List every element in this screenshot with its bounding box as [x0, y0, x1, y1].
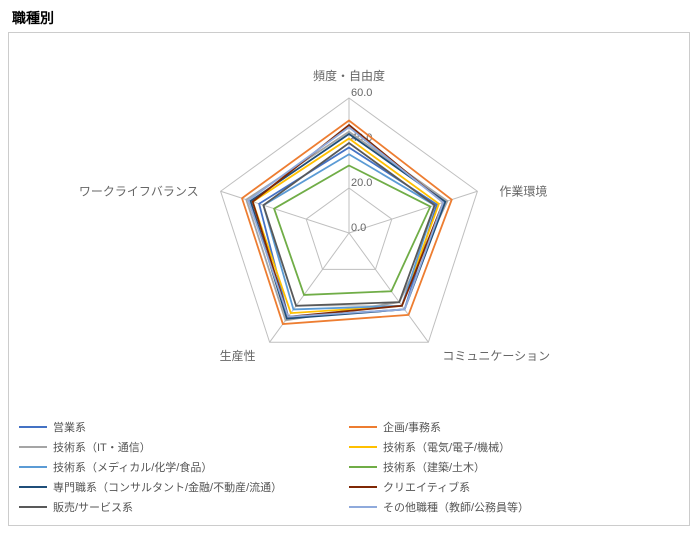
legend-label: 技術系（電気/電子/機械） [383, 439, 510, 455]
legend-item: 技術系（建築/土木） [349, 457, 679, 477]
ring-label: 0.0 [351, 222, 366, 234]
axis-label: コミュニケーション [442, 349, 550, 363]
axis-label: 作業環境 [499, 183, 547, 198]
legend-item: 技術系（メディカル/化学/食品） [19, 457, 349, 477]
radar-chart: 0.020.040.060.0頻度・自由度作業環境コミュニケーション生産性ワーク… [9, 33, 689, 413]
legend-item: 技術系（IT・通信） [19, 437, 349, 457]
legend-label: クリエイティブ系 [383, 479, 470, 495]
legend-item: 技術系（電気/電子/機械） [349, 437, 679, 457]
legend-label: 営業系 [53, 419, 86, 435]
legend-swatch [19, 466, 47, 468]
legend-item: クリエイティブ系 [349, 477, 679, 497]
legend-label: 技術系（IT・通信） [53, 439, 151, 455]
legend-swatch [19, 426, 47, 428]
legend-label: 企画/事務系 [383, 419, 441, 435]
legend-swatch [349, 426, 377, 428]
legend-item: 営業系 [19, 417, 349, 437]
legend-item: 販売/サービス系 [19, 497, 349, 517]
axis-label: ワークライフバランス [79, 184, 199, 198]
legend-item: 企画/事務系 [349, 417, 679, 437]
grid-spoke [221, 191, 349, 233]
legend-label: 技術系（メディカル/化学/食品） [53, 459, 212, 475]
legend-swatch [349, 506, 377, 508]
legend-label: 販売/サービス系 [53, 499, 133, 515]
legend-label: 技術系（建築/土木） [383, 459, 485, 475]
legend: 営業系 企画/事務系技術系（IT・通信） 技術系（電気/電子/機械） 技術系（メディカ… [19, 417, 679, 517]
legend-item: 専門職系（コンサルタント/金融/不動産/流通） [19, 477, 349, 497]
axis-label: 頻度・自由度 [313, 68, 385, 83]
legend-item: その他職種（教師/公務員等） [349, 497, 679, 517]
ring-label: 20.0 [351, 177, 372, 189]
ring-label: 60.0 [351, 87, 372, 99]
radar-chart-container: 0.020.040.060.0頻度・自由度作業環境コミュニケーション生産性ワーク… [8, 32, 690, 526]
legend-label: その他職種（教師/公務員等） [383, 499, 529, 515]
legend-swatch [349, 446, 377, 448]
legend-swatch [349, 486, 377, 488]
legend-swatch [19, 486, 47, 488]
axis-label: 生産性 [220, 348, 256, 363]
legend-swatch [349, 466, 377, 468]
page-title: 職種別 [12, 8, 692, 28]
legend-label: 専門職系（コンサルタント/金融/不動産/流通） [53, 479, 282, 495]
legend-swatch [19, 446, 47, 448]
grid-spoke [349, 233, 428, 342]
legend-swatch [19, 506, 47, 508]
